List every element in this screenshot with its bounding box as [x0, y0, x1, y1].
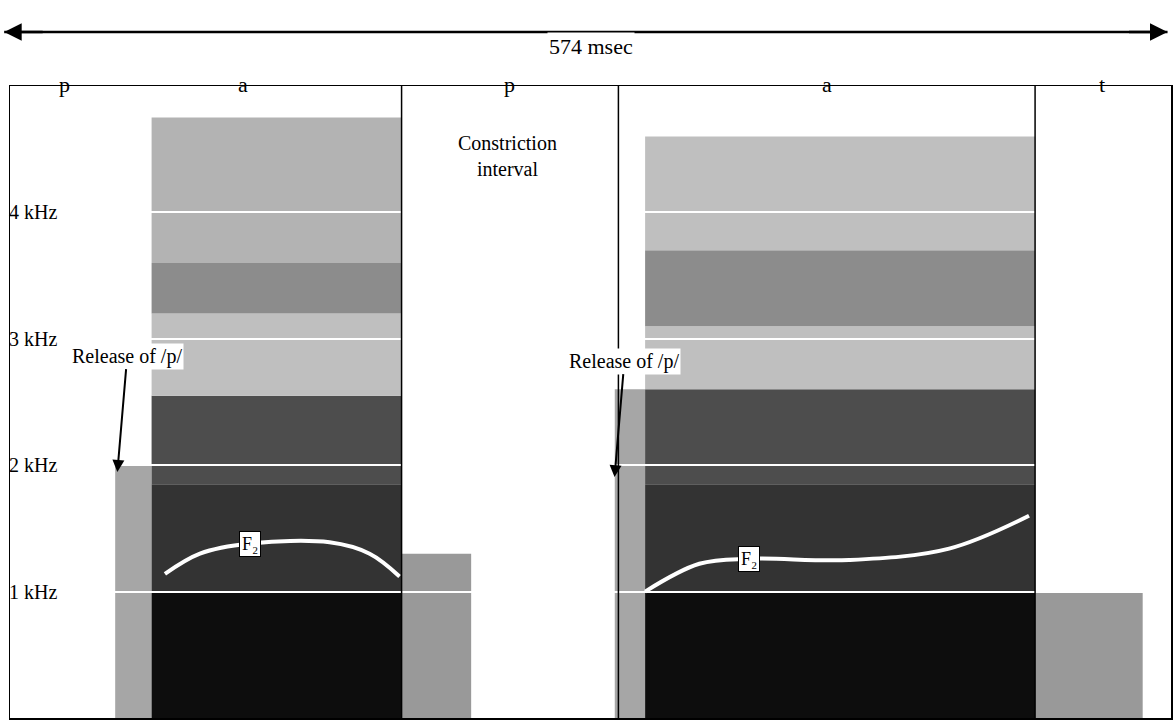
svg-text:p: p [504, 72, 515, 97]
svg-text:a: a [238, 72, 248, 97]
svg-text:F₂: F₂ [741, 549, 757, 569]
svg-text:a: a [822, 72, 832, 97]
svg-text:574 msec: 574 msec [549, 34, 633, 59]
svg-text:p: p [59, 72, 70, 97]
svg-text:4 kHz: 4 kHz [9, 201, 57, 223]
svg-text:F₂: F₂ [242, 534, 258, 554]
svg-text:Release of /p/: Release of /p/ [569, 350, 679, 373]
svg-text:1 kHz: 1 kHz [9, 581, 57, 603]
svg-text:2 kHz: 2 kHz [9, 454, 57, 476]
svg-text:Constrictioninterval: Constrictioninterval [458, 132, 557, 180]
svg-text:3 kHz: 3 kHz [9, 328, 57, 350]
svg-text:t: t [1099, 72, 1105, 97]
svg-text:Release of /p/: Release of /p/ [72, 345, 182, 368]
